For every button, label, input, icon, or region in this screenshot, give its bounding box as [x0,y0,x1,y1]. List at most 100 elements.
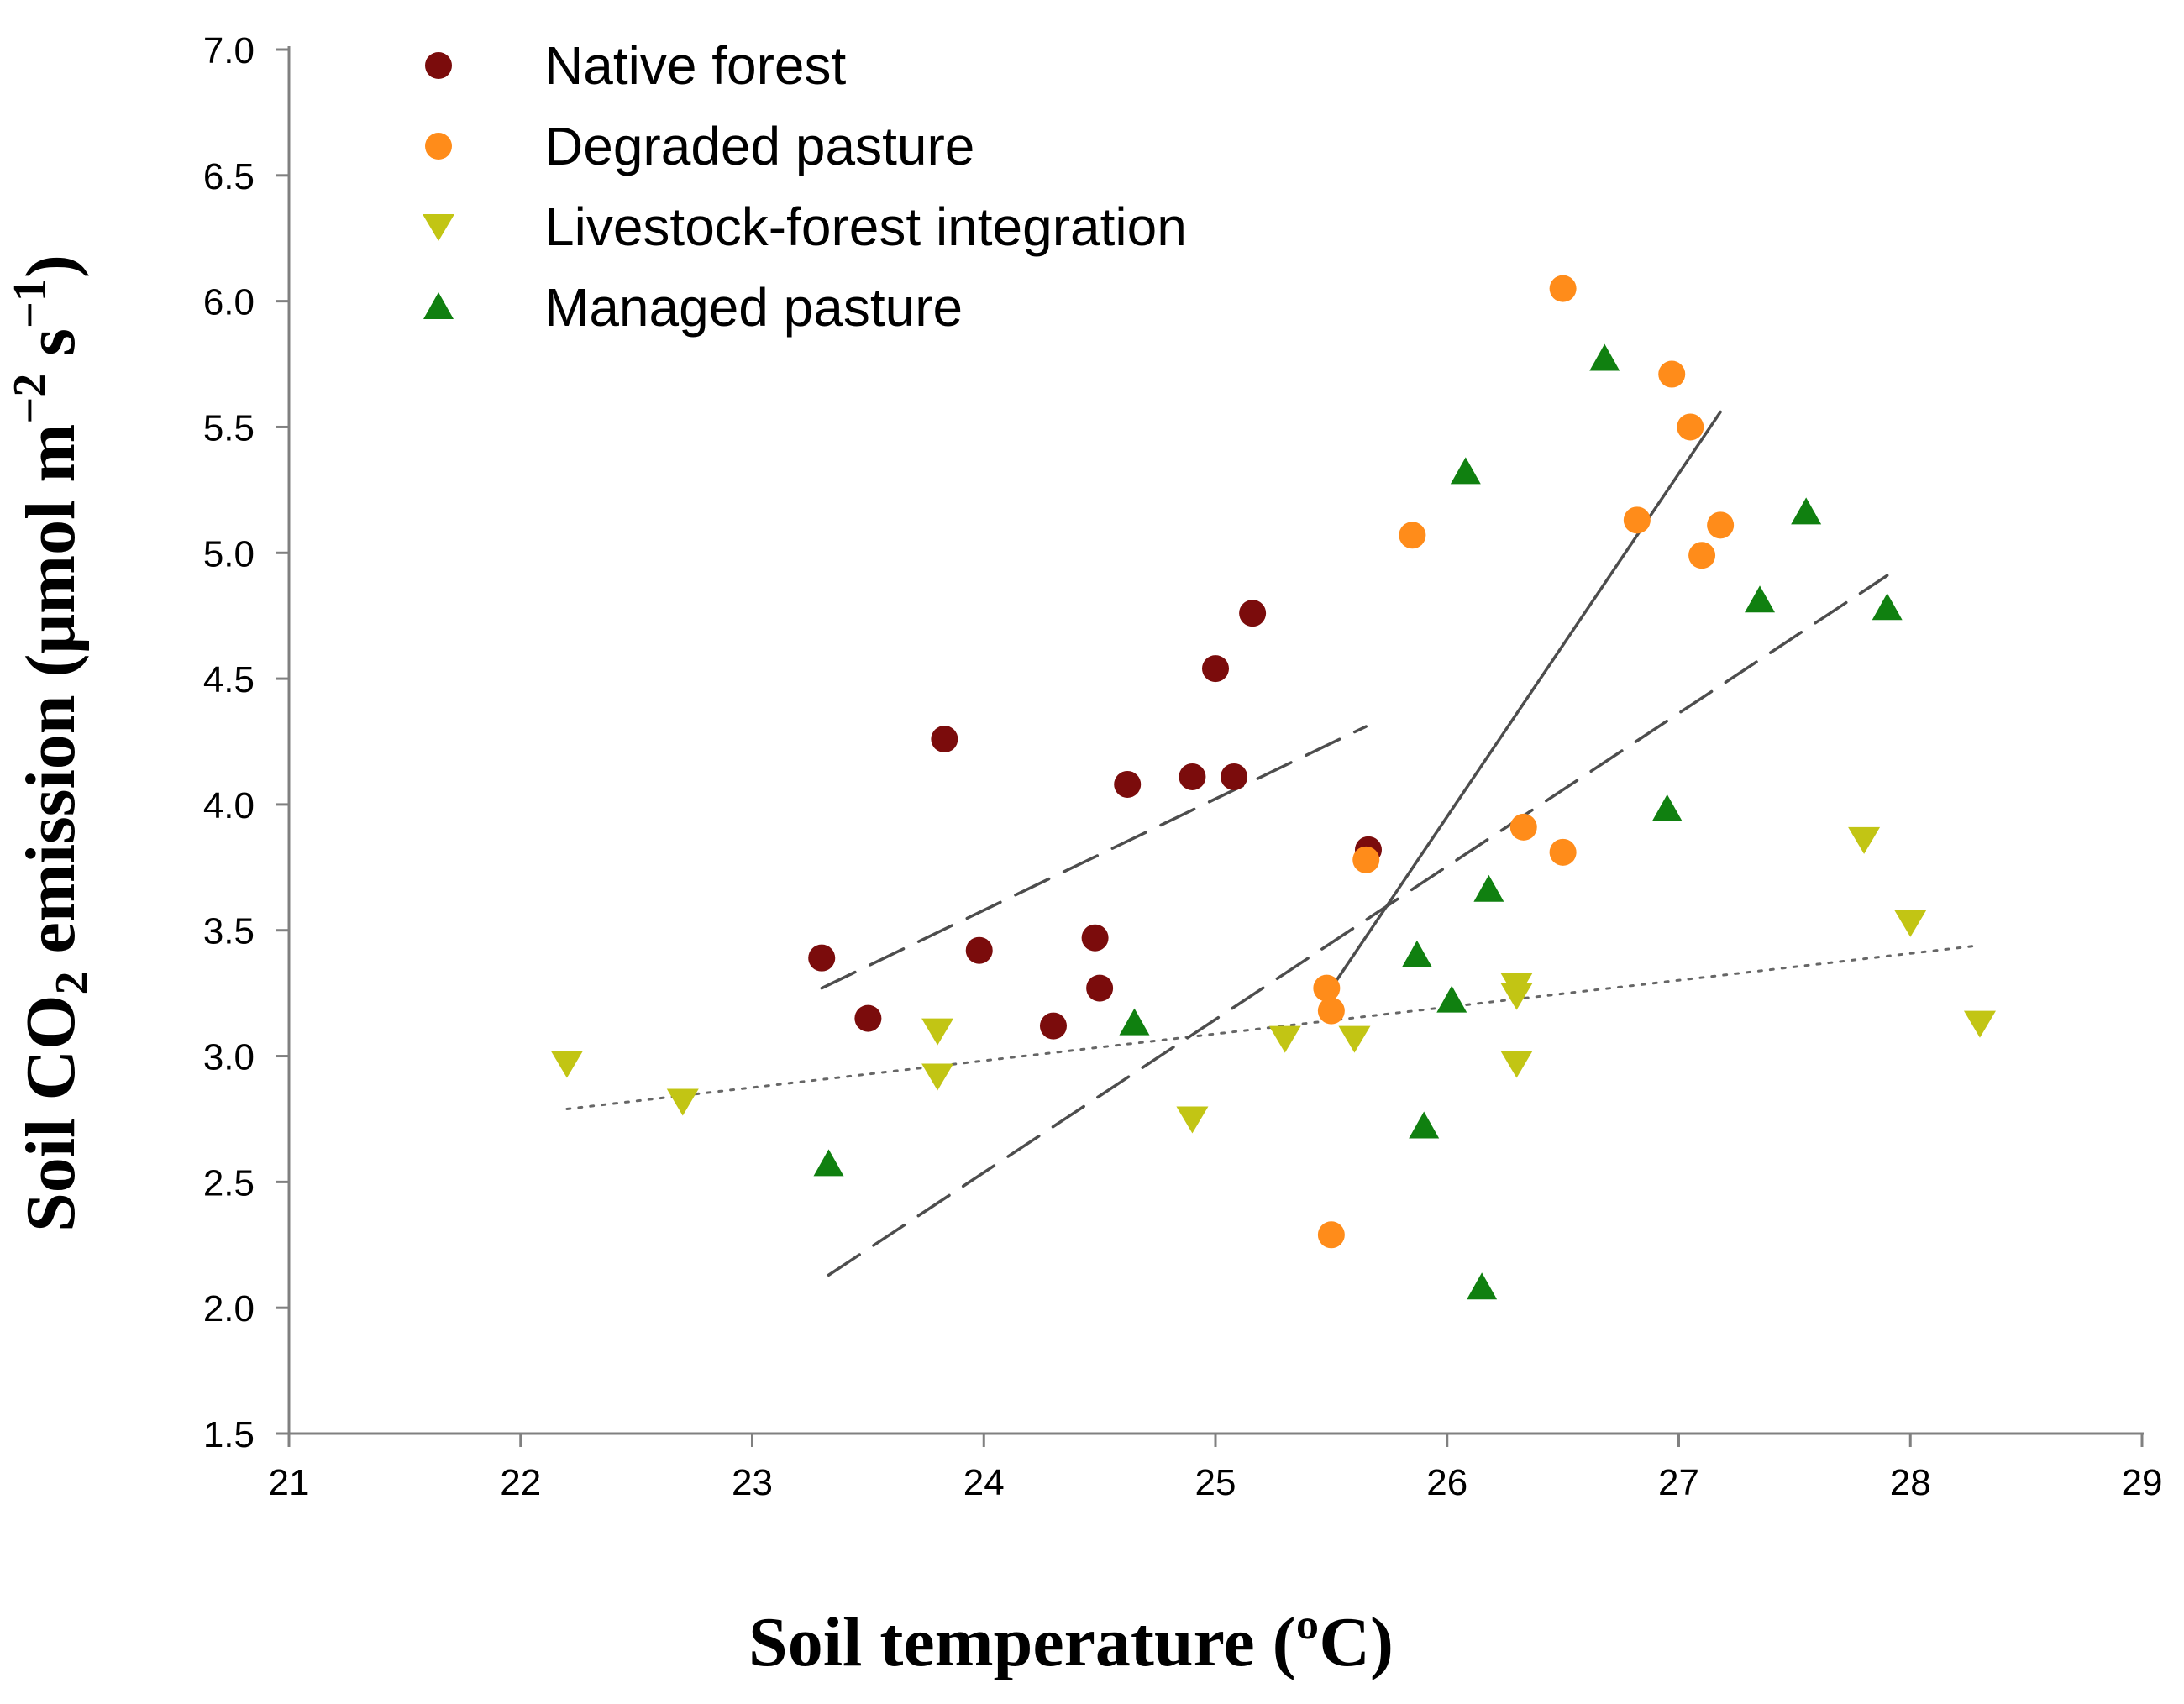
data-point-livestock-forest-integration [1176,1106,1209,1134]
data-point-degraded-pasture [1509,813,1537,841]
y-tick-label: 5.5 [203,407,255,448]
legend-marker [423,292,454,319]
y-tick-label: 7.0 [203,30,255,71]
legend-marker [423,214,454,241]
x-axis-title: Soil temperature (ºC) [748,1603,1394,1681]
data-point-degraded-pasture [1688,542,1716,569]
data-point-degraded-pasture [1549,275,1577,302]
data-point-managed-pasture [1872,593,1903,621]
x-tick-label: 25 [1195,1462,1236,1503]
series-managed-pasture [813,343,1903,1300]
x-tick-label: 21 [269,1462,310,1503]
data-point-degraded-pasture [1317,1221,1345,1249]
y-tick-label: 3.0 [203,1037,255,1078]
data-point-livestock-forest-integration [666,1088,699,1116]
data-point-degraded-pasture [1707,511,1735,539]
y-tick-label: 4.0 [203,785,255,826]
legend-label: Native forest [544,35,846,96]
y-tick-label: 5.0 [203,533,255,574]
series-degraded-pasture [1313,275,1735,1249]
y-axis-title-sup1: −2 [4,374,56,424]
data-point-native-forest [1179,763,1206,790]
y-tick-label: 2.5 [203,1162,255,1203]
trend-line-managed-pasture [827,574,1889,1277]
data-point-livestock-forest-integration [1894,910,1927,937]
data-point-managed-pasture [1791,497,1822,525]
data-point-degraded-pasture [1399,522,1426,549]
data-point-degraded-pasture [1317,997,1345,1025]
data-point-livestock-forest-integration [1338,1025,1371,1053]
x-tick-label: 27 [1658,1462,1699,1503]
y-tick-label: 2.0 [203,1288,255,1329]
legend-label: Livestock-forest integration [544,197,1187,257]
y-axis-title-middle2: s [12,328,90,374]
trend-line-degraded-pasture [1330,410,1722,990]
data-point-livestock-forest-integration [921,1018,954,1046]
y-axis-title-sup2: −1 [4,278,56,328]
x-tick-label: 29 [2122,1462,2163,1503]
y-axis-title-prefix: Soil CO [12,995,90,1232]
data-point-managed-pasture [1119,1008,1150,1036]
data-point-managed-pasture [1651,794,1683,821]
data-point-livestock-forest-integration [921,1063,954,1091]
data-point-managed-pasture [1473,874,1504,902]
x-tick-label: 26 [1426,1462,1467,1503]
data-point-native-forest [1081,924,1109,952]
data-point-native-forest [808,944,836,972]
data-point-degraded-pasture [1313,974,1341,1002]
data-point-livestock-forest-integration [1500,983,1533,1010]
data-point-native-forest [1202,655,1229,683]
data-point-native-forest [965,936,993,964]
x-tick-label: 23 [732,1462,773,1503]
y-tick-label: 6.0 [203,282,255,323]
data-point-degraded-pasture [1623,506,1651,534]
data-point-managed-pasture [813,1149,844,1177]
data-point-managed-pasture [1401,940,1432,967]
data-point-native-forest [1221,763,1248,790]
data-point-livestock-forest-integration [1268,1025,1301,1053]
legend-item: Native forest [425,35,846,96]
x-tick-label: 28 [1890,1462,1931,1503]
y-tick-label: 4.5 [203,659,255,700]
series-native-forest [808,600,1382,1040]
data-point-degraded-pasture [1352,846,1380,873]
y-axis-title-middle: emission (μmol m [12,424,90,972]
data-point-native-forest [1239,600,1267,627]
data-point-managed-pasture [1745,585,1776,613]
data-point-livestock-forest-integration [1963,1010,1996,1038]
series-livestock-forest-integration [550,826,1996,1134]
trend-line-livestock-forest-integration [565,944,1982,1110]
legend-marker [425,133,452,160]
data-point-degraded-pasture [1658,360,1686,388]
data-point-native-forest [854,1004,882,1032]
legend: Native forest Degraded pasture Livestock-f… [423,35,1187,338]
data-point-degraded-pasture [1677,413,1704,441]
data-points [550,275,1996,1300]
trend-line-native-forest [820,725,1368,990]
data-point-degraded-pasture [1549,838,1577,866]
legend-item: Livestock-forest integration [423,197,1187,257]
legend-label: Managed pasture [544,277,963,338]
data-point-native-forest [931,726,958,753]
x-tick-label: 24 [963,1462,1005,1503]
y-axis-title-subscript: 2 [46,972,98,995]
data-point-livestock-forest-integration [550,1051,583,1078]
axes: 21 22 23 24 25 26 27 28 29 1.5 2.0 2.5 3.0 3.5 4.0 4.5 5… [203,30,2163,1503]
legend-item: Managed pasture [423,277,963,338]
y-axis-title-suffix: ) [12,254,90,278]
data-point-livestock-forest-integration [1500,1051,1533,1078]
data-point-livestock-forest-integration [1848,826,1881,854]
data-point-native-forest [1039,1012,1067,1040]
trend-lines [565,410,1982,1277]
data-point-managed-pasture [1589,343,1620,371]
y-tick-label: 3.5 [203,911,255,952]
data-point-managed-pasture [1450,457,1481,485]
data-point-managed-pasture [1409,1111,1440,1139]
x-tick-label: 22 [500,1462,541,1503]
y-tick-label: 1.5 [203,1414,255,1455]
data-point-native-forest [1114,770,1142,798]
legend-label: Degraded pasture [544,116,974,176]
y-axis-title: Soil CO2 emission (μmol m−2 s−1) [4,254,98,1232]
legend-marker [425,52,452,79]
